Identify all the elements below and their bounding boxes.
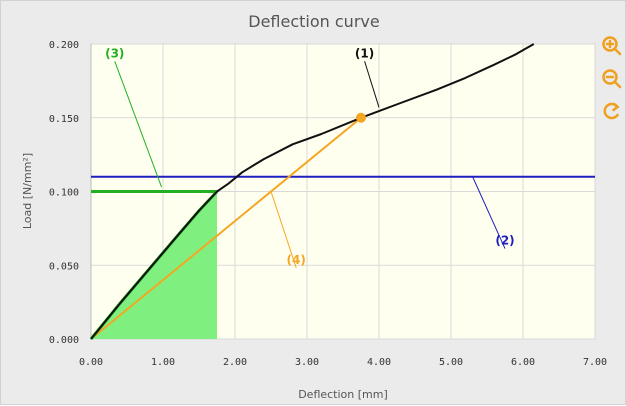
- markers-layer: [356, 112, 366, 123]
- annotation-label: (1): [355, 46, 374, 60]
- y-axis-label: Load [N/mm²]: [21, 153, 34, 229]
- x-tick-label: 7.00: [583, 357, 607, 368]
- annotations-layer: (1) (2) (3) (4): [105, 46, 515, 268]
- chart-title: Deflection curve: [248, 12, 379, 31]
- x-tick-label: 2.00: [223, 357, 247, 368]
- annotation-leader: [364, 61, 380, 108]
- series-line-1: [90, 43, 535, 340]
- x-tick-label: 5.00: [439, 357, 463, 368]
- x-tick-label: 6.00: [511, 357, 535, 368]
- y-tick-label: 0.150: [49, 114, 79, 125]
- reset-zoom-button[interactable]: [603, 102, 620, 120]
- series-line-4: [90, 117, 362, 340]
- y-tick-label: 0.200: [49, 40, 79, 51]
- x-axis-label: Deflection [mm]: [298, 388, 388, 401]
- reset-icon: [603, 102, 620, 120]
- y-tick-label: 0.050: [49, 261, 79, 272]
- annotation-leader: [270, 191, 297, 268]
- annotation-label: (4): [287, 253, 306, 267]
- series-lines: [89, 43, 595, 340]
- x-tick-label: 4.00: [367, 357, 391, 368]
- tick-labels: 0.00 1.00 2.00 3.00 4.00 5.00 6.00 7.00 0.000 0.0…: [49, 40, 607, 368]
- x-tick-label: 0.00: [79, 357, 103, 368]
- zoom-in-icon: [602, 36, 622, 56]
- annotation-label: (3): [105, 46, 124, 60]
- annotation-leader: [114, 61, 163, 188]
- y-tick-label: 0.000: [49, 335, 79, 346]
- x-tick-label: 3.00: [295, 357, 319, 368]
- zoom-out-button[interactable]: [602, 69, 622, 89]
- series-4-end-marker: [356, 112, 366, 123]
- y-tick-label: 0.100: [49, 188, 79, 199]
- annotation-label: (2): [495, 234, 514, 248]
- zoom-out-icon: [602, 69, 622, 89]
- zoom-in-button[interactable]: [602, 36, 622, 56]
- annotation-leader: [472, 176, 506, 249]
- x-tick-label: 1.00: [151, 357, 175, 368]
